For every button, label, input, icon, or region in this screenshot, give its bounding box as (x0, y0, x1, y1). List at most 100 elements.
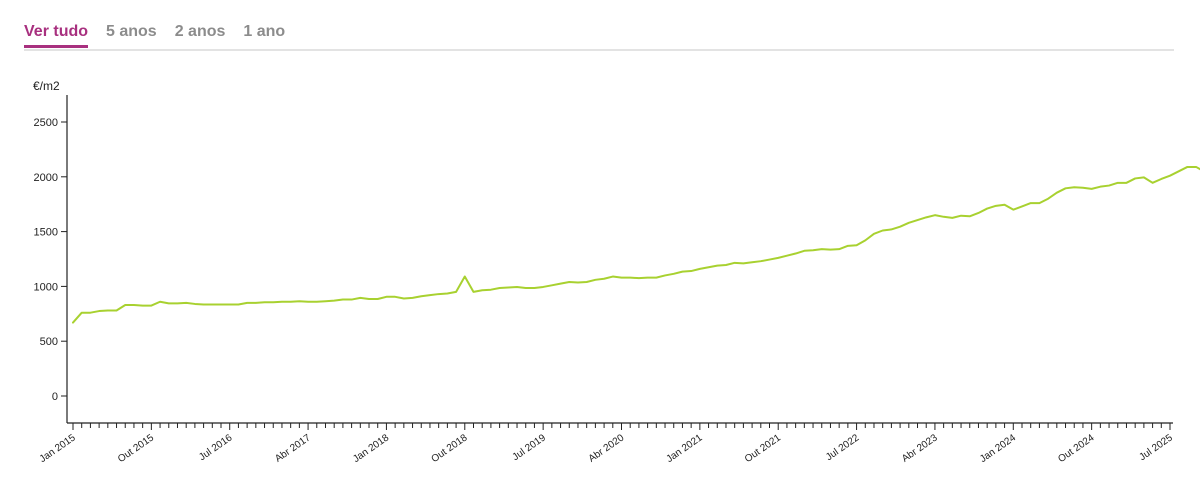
data-point[interactable] (472, 291, 474, 293)
data-point[interactable] (699, 268, 701, 270)
data-point[interactable] (603, 278, 605, 280)
data-point[interactable] (977, 212, 979, 214)
tab-2-anos[interactable]: 2 anos (174, 23, 226, 40)
data-point[interactable] (673, 273, 675, 275)
data-point[interactable] (237, 303, 239, 305)
data-point[interactable] (786, 255, 788, 257)
data-point[interactable] (690, 270, 692, 272)
data-point[interactable] (725, 264, 727, 266)
data-point[interactable] (168, 302, 170, 304)
data-point[interactable] (142, 305, 144, 307)
data-point[interactable] (1125, 182, 1127, 184)
data-point[interactable] (1169, 175, 1171, 177)
data-point[interactable] (1143, 176, 1145, 178)
data-point[interactable] (934, 214, 936, 216)
data-point[interactable] (995, 205, 997, 207)
data-point[interactable] (838, 248, 840, 250)
data-point[interactable] (316, 301, 318, 303)
tab-5-anos[interactable]: 5 anos (106, 23, 157, 40)
data-point[interactable] (229, 303, 231, 305)
data-point[interactable] (89, 312, 91, 314)
data-point[interactable] (385, 296, 387, 298)
data-point[interactable] (159, 301, 161, 303)
data-point[interactable] (81, 312, 83, 314)
data-point[interactable] (760, 260, 762, 262)
data-point[interactable] (176, 302, 178, 304)
data-point[interactable] (1012, 209, 1014, 211)
data-point[interactable] (986, 208, 988, 210)
data-point[interactable] (481, 289, 483, 291)
data-point[interactable] (1073, 186, 1075, 188)
data-point[interactable] (368, 298, 370, 300)
data-point[interactable] (629, 277, 631, 279)
data-point[interactable] (412, 297, 414, 299)
data-point[interactable] (1117, 182, 1119, 184)
data-point[interactable] (647, 277, 649, 279)
data-point[interactable] (612, 276, 614, 278)
data-point[interactable] (446, 293, 448, 295)
data-point[interactable] (507, 287, 509, 289)
tab-ver-tudo[interactable]: Ver tudo (24, 22, 89, 48)
data-point[interactable] (594, 279, 596, 281)
data-point[interactable] (899, 226, 901, 228)
data-point[interactable] (655, 277, 657, 279)
data-point[interactable] (264, 301, 266, 303)
data-point[interactable] (681, 271, 683, 273)
data-point[interactable] (925, 216, 927, 218)
data-point[interactable] (211, 303, 213, 305)
data-point[interactable] (420, 295, 422, 297)
data-point[interactable] (150, 305, 152, 307)
data-point[interactable] (298, 300, 300, 302)
data-point[interactable] (185, 302, 187, 304)
data-point[interactable] (882, 230, 884, 232)
data-point[interactable] (72, 322, 74, 324)
data-point[interactable] (438, 293, 440, 295)
data-point[interactable] (464, 276, 466, 278)
data-point[interactable] (1186, 166, 1188, 168)
data-point[interactable] (708, 266, 710, 268)
data-point[interactable] (821, 248, 823, 250)
data-point[interactable] (1134, 177, 1136, 179)
data-point[interactable] (324, 300, 326, 302)
data-point[interactable] (1004, 204, 1006, 206)
data-point[interactable] (803, 250, 805, 252)
data-point[interactable] (769, 259, 771, 261)
data-point[interactable] (359, 297, 361, 299)
data-point[interactable] (98, 310, 100, 312)
data-point[interactable] (795, 253, 797, 255)
data-point[interactable] (969, 215, 971, 217)
data-point[interactable] (777, 257, 779, 259)
data-point[interactable] (1021, 205, 1023, 207)
data-point[interactable] (568, 281, 570, 283)
data-point[interactable] (716, 265, 718, 267)
data-point[interactable] (638, 277, 640, 279)
data-point[interactable] (394, 296, 396, 298)
data-point[interactable] (586, 281, 588, 283)
data-point[interactable] (847, 245, 849, 247)
data-point[interactable] (342, 299, 344, 301)
data-point[interactable] (333, 300, 335, 302)
data-point[interactable] (290, 301, 292, 303)
data-point[interactable] (116, 310, 118, 312)
data-point[interactable] (255, 302, 257, 304)
data-point[interactable] (742, 262, 744, 264)
data-point[interactable] (960, 215, 962, 217)
data-point[interactable] (516, 286, 518, 288)
data-point[interactable] (133, 304, 135, 306)
data-point[interactable] (864, 239, 866, 241)
data-point[interactable] (1038, 202, 1040, 204)
data-point[interactable] (829, 249, 831, 251)
data-point[interactable] (307, 301, 309, 303)
data-point[interactable] (525, 287, 527, 289)
data-point[interactable] (377, 298, 379, 300)
data-point[interactable] (1099, 186, 1101, 188)
data-point[interactable] (1082, 187, 1084, 189)
data-point[interactable] (272, 301, 274, 303)
data-point[interactable] (551, 284, 553, 286)
data-point[interactable] (1056, 192, 1058, 194)
data-point[interactable] (1091, 188, 1093, 190)
data-point[interactable] (664, 274, 666, 276)
data-point[interactable] (533, 287, 535, 289)
data-point[interactable] (455, 291, 457, 293)
data-point[interactable] (560, 283, 562, 285)
